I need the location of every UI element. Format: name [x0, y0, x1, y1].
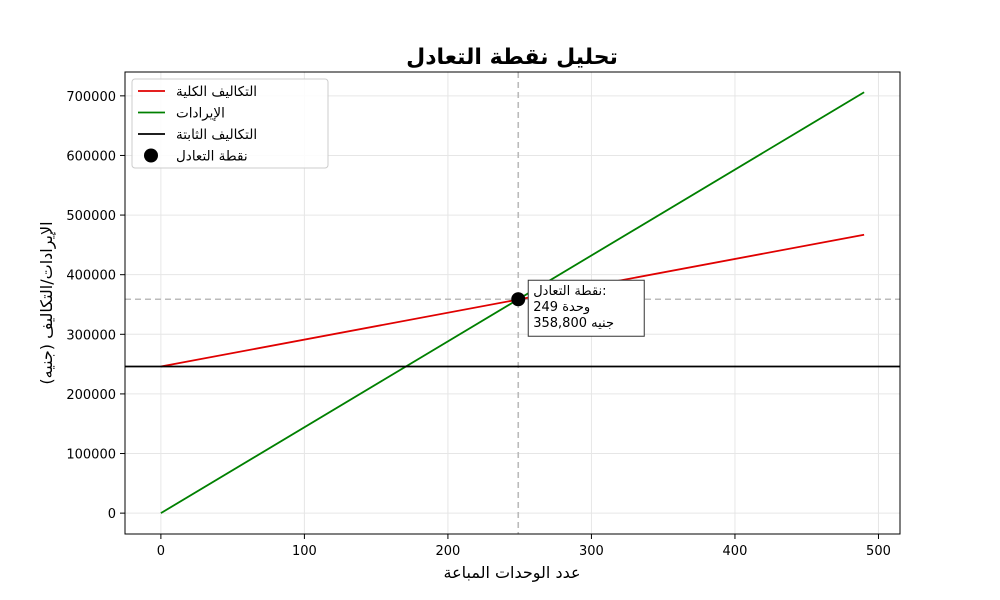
break-even-point — [511, 292, 526, 307]
annotation-text-line: 249 وحدة — [533, 300, 590, 315]
x-tick-label: 0 — [157, 544, 165, 559]
chart-title: تحليل نقطة التعادل — [406, 45, 618, 70]
series-group — [125, 91, 900, 514]
y-tick-label: 500000 — [66, 209, 116, 224]
y-tick-label: 700000 — [66, 90, 116, 105]
annotation-text-line: نقطة التعادل: — [533, 284, 606, 299]
x-tick-label: 100 — [292, 544, 317, 559]
legend-label-0: التكاليف الكلية — [176, 84, 257, 100]
y-axis-label: الإيرادات/التكاليف (جنيه) — [37, 221, 57, 384]
axis-ticks: 0 100 200 300 400 500 0 100000 200000 300000 40000… — [66, 90, 891, 559]
annotation-text-line: 358,800 جنيه — [533, 316, 614, 331]
x-tick-label: 400 — [723, 544, 748, 559]
legend-label-2: التكاليف الثابتة — [176, 127, 257, 143]
x-tick-label: 500 — [866, 544, 891, 559]
y-tick-label: 0 — [108, 507, 116, 522]
annotation-box — [527, 279, 645, 337]
grid — [125, 72, 900, 534]
legend-label-3: نقطة التعادل — [176, 149, 248, 165]
y-tick-label: 400000 — [66, 269, 116, 284]
legend-marker-3 — [144, 148, 158, 163]
legend: التكاليف الكلية الإيرادات التكاليف الثابتة… — [131, 78, 329, 169]
y-tick-label: 300000 — [66, 328, 116, 343]
legend-label-1: الإيرادات — [176, 106, 225, 122]
y-tick-label: 200000 — [66, 388, 116, 403]
y-tick-label: 100000 — [66, 448, 116, 463]
x-tick-label: 300 — [579, 544, 604, 559]
legend-box — [131, 78, 329, 169]
plot-frame — [124, 71, 901, 535]
y-tick-label: 600000 — [66, 149, 116, 164]
x-tick-label: 200 — [436, 544, 461, 559]
x-axis-label: عدد الوحدات المباعة — [443, 563, 580, 583]
